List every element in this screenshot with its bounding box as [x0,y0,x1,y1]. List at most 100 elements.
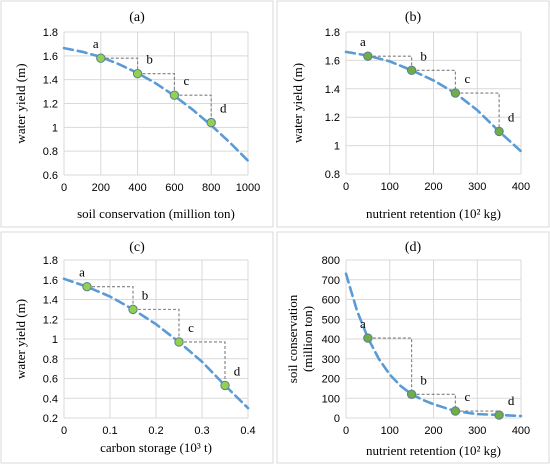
point-label: d [508,109,515,124]
y-tick-label: 700 [322,275,340,287]
point-label: d [220,101,227,116]
x-axis-label: nutrient retention (10² kg) [366,443,501,458]
data-point [494,410,504,420]
y-tick-label: 1.2 [43,314,58,326]
point-label: c [464,389,470,404]
y-tick-label: 1.8 [43,27,58,39]
x-tick-label: 600 [165,182,183,194]
x-tick-label: 300 [468,181,486,193]
point-label: c [464,71,470,86]
y-axis-label: water yield (m) [13,63,28,143]
step-connector [179,341,226,386]
x-tick-label: 400 [128,182,146,194]
y-tick-label: 0.6 [43,170,58,182]
y-tick-label: 0.8 [325,169,340,181]
data-point [220,380,230,391]
point-label: b [146,52,153,67]
x-tick-label: 800 [202,182,220,194]
y-tick-label: 1.8 [325,27,340,39]
chart-panel-1: 0 100 200 300 400 0.8 1 1.2 1.4 1.6 1.8 (b) nutrient… [276,0,550,228]
point-label: a [360,34,366,49]
x-tick-label: 400 [512,425,530,437]
y-tick-label: 1 [334,141,340,153]
chart-panel-2: 0 0.1 0.2 0.3 0.4 0.2 0.4 0.6 0.8 1 1.2 1.4 1.6 1.8 (c… [0,231,274,464]
step-connector [87,286,134,310]
panel-frame [0,231,274,464]
trend-curve [344,50,523,153]
data-point [169,90,180,100]
data-point [174,337,184,347]
y-tick-label: 1.6 [325,55,340,67]
point-label: c [188,320,194,335]
x-axis-label: carbon storage (10³ t) [100,440,212,455]
y-tick-label: 1.2 [325,112,340,124]
point-label: b [420,48,427,63]
x-tick-label: 200 [424,181,442,193]
chart-title: (b) [405,10,422,25]
x-tick-label: 0 [61,425,67,437]
x-tick-label: 0.3 [194,425,209,437]
point-label: a [93,36,99,51]
point-label: a [360,316,366,331]
y-axis-label: soil conservation [285,294,300,383]
step-connector [367,337,413,395]
chart-title: (c) [129,240,145,255]
y-tick-label: 200 [322,374,340,386]
x-tick-label: 0 [343,181,349,193]
point-label: c [184,73,190,88]
point-label: a [79,265,85,280]
y-tick-label: 1.4 [43,75,58,87]
trend-curve [62,46,250,162]
point-label: d [508,393,515,408]
x-tick-label: 100 [381,425,399,437]
x-tick-label: 0.4 [240,425,255,437]
point-label: d [234,363,241,378]
y-tick-label: 300 [322,354,340,366]
y-tick-label: 0.6 [43,374,58,386]
y-tick-label: 0.4 [43,393,58,405]
y-tick-label: 1 [52,122,58,134]
x-tick-label: 0 [61,182,67,194]
y-tick-label: 0.8 [43,354,58,366]
data-point [406,65,417,76]
panel-frame [276,231,550,464]
x-tick-label: 100 [381,181,399,193]
x-tick-label: 0.2 [148,425,163,437]
y-tick-label: 0 [334,413,340,425]
point-label: b [142,287,149,302]
chart-panel-3: 0 100 200 300 400 0 100 200 300 400 500 600 700 800 (d… [276,231,550,464]
step-connector [174,94,212,123]
y-axis-label: (million ton) [300,306,315,372]
y-tick-label: 0.8 [43,146,58,158]
y-tick-label: 1.4 [43,295,58,307]
data-point [406,389,417,399]
panel-frame [0,0,274,228]
x-tick-label: 200 [92,182,110,194]
x-tick-label: 200 [424,425,442,437]
y-tick-label: 1.6 [43,275,58,287]
y-tick-label: 500 [322,314,340,326]
y-tick-label: 1 [52,334,58,346]
y-tick-label: 100 [322,393,340,405]
y-tick-label: 0.2 [43,413,58,425]
y-tick-label: 800 [322,255,340,267]
step-connector [133,308,180,342]
data-point [363,51,373,61]
point-label: b [420,372,427,387]
data-point [363,333,373,343]
trend-curve [62,277,250,410]
data-point [96,53,106,63]
x-tick-label: 300 [468,425,486,437]
x-axis-label: soil conservation (million ton) [77,206,235,221]
x-tick-label: 0.1 [102,425,117,437]
data-point [450,406,461,416]
y-axis-label: water yield (m) [13,299,28,379]
x-tick-label: 1000 [236,182,260,194]
x-tick-label: 0 [343,425,349,437]
data-point [450,88,461,98]
x-tick-label: 400 [512,181,530,193]
chart-title: (d) [405,240,422,255]
data-point [132,69,143,79]
